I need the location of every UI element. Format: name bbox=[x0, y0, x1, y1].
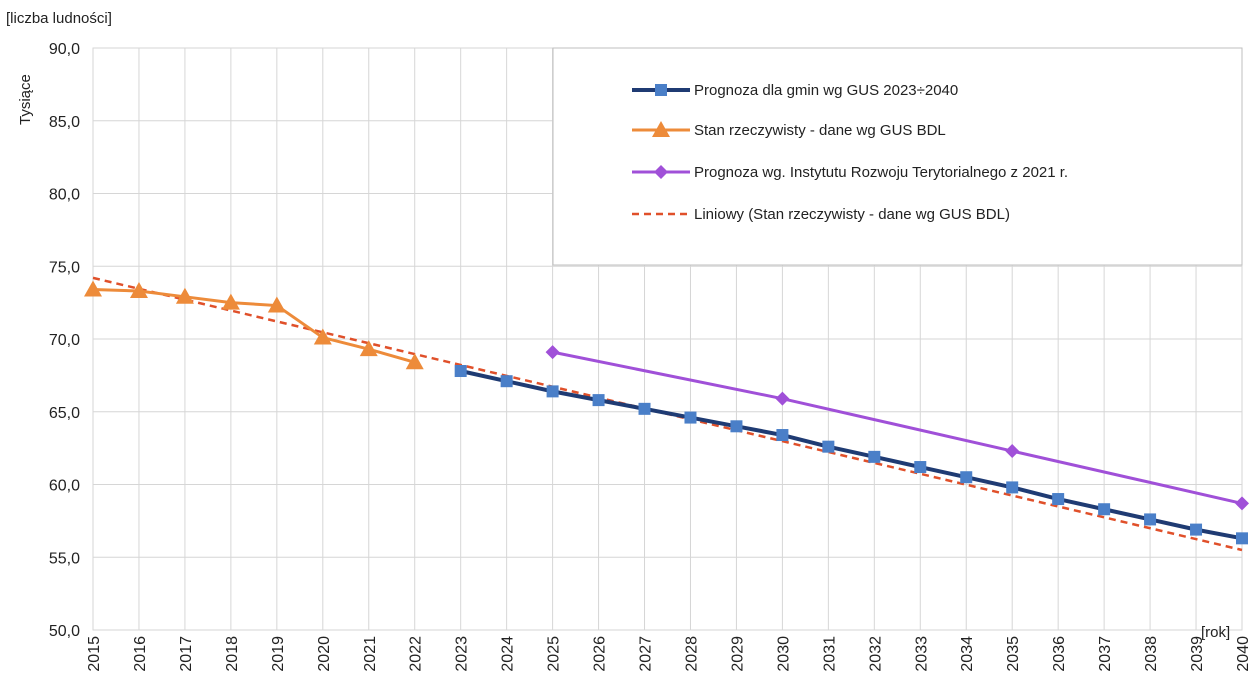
x-tick-label: 2038 bbox=[1143, 636, 1160, 672]
data-point bbox=[454, 365, 467, 378]
data-point bbox=[822, 440, 835, 453]
series-line bbox=[552, 350, 1243, 505]
x-tick-label: 2034 bbox=[959, 636, 976, 672]
data-point bbox=[776, 429, 789, 442]
legend-label: Stan rzeczywisty - dane wg GUS BDL bbox=[694, 122, 946, 139]
x-tick-label: 2022 bbox=[408, 636, 425, 672]
data-point bbox=[546, 385, 559, 398]
x-tick-label: 2036 bbox=[1051, 636, 1068, 672]
legend-label: Prognoza dla gmin wg GUS 2023÷2040 bbox=[694, 82, 958, 99]
y-tick-label: 55,0 bbox=[49, 550, 80, 567]
x-tick-label: 2028 bbox=[683, 636, 700, 672]
y-tick-label: 75,0 bbox=[49, 259, 80, 276]
series-3 bbox=[545, 345, 1249, 511]
y-unit-label: [liczba ludności] bbox=[6, 10, 112, 27]
series-group bbox=[84, 276, 1249, 552]
data-point bbox=[655, 84, 667, 96]
data-point bbox=[175, 287, 194, 304]
data-point bbox=[313, 328, 332, 345]
x-tick-label: 2016 bbox=[132, 636, 149, 672]
x-tick-label: 2040 bbox=[1235, 636, 1252, 672]
data-point bbox=[684, 411, 697, 424]
data-point bbox=[775, 391, 790, 406]
y-tick-label: 80,0 bbox=[49, 187, 80, 204]
x-tick-label: 2015 bbox=[86, 636, 103, 672]
data-point bbox=[1098, 503, 1111, 516]
y-tick-label: 90,0 bbox=[49, 41, 80, 58]
data-point bbox=[638, 402, 651, 415]
series-2 bbox=[84, 280, 424, 370]
data-point bbox=[129, 281, 148, 298]
x-tick-label: 2037 bbox=[1097, 636, 1114, 672]
x-tick-label: 2027 bbox=[638, 636, 655, 672]
x-tick-labels: 2015 2016 2017 2018 2019 2020 2021 2022 2023 2024… bbox=[86, 636, 1252, 672]
x-tick-label: 2039 bbox=[1189, 636, 1206, 672]
data-point bbox=[960, 471, 973, 484]
y-tick-label: 70,0 bbox=[49, 332, 80, 349]
legend-label: Liniowy (Stan rzeczywisty - dane wg GUS … bbox=[694, 206, 1010, 223]
data-point bbox=[1190, 523, 1203, 536]
y-tick-labels: 50,0 55,0 60,0 65,0 70,0 75,0 80,0 85,0 90,0 bbox=[49, 41, 80, 640]
data-point bbox=[1236, 532, 1248, 545]
data-point bbox=[654, 165, 668, 179]
series-line bbox=[460, 369, 1243, 541]
data-point bbox=[914, 461, 927, 474]
y-tick-label: 60,0 bbox=[49, 478, 80, 495]
x-tick-label: 2019 bbox=[270, 636, 287, 672]
x-tick-label: 2017 bbox=[178, 636, 195, 672]
legend-label: Prognoza wg. Instytutu Rozwoju Terytoria… bbox=[694, 164, 1068, 181]
data-point bbox=[267, 296, 286, 313]
x-tick-label: 2031 bbox=[821, 636, 838, 672]
x-tick-label: 2021 bbox=[362, 636, 379, 672]
data-point bbox=[84, 280, 102, 297]
series-1 bbox=[454, 365, 1248, 545]
x-tick-label: 2026 bbox=[592, 636, 609, 672]
data-point bbox=[1006, 481, 1019, 494]
y-axis-title: Tysiące bbox=[17, 74, 34, 125]
x-tick-label: 2024 bbox=[500, 636, 517, 672]
data-point bbox=[868, 450, 881, 463]
x-tick-label: 2033 bbox=[913, 636, 930, 672]
legend-box bbox=[552, 47, 1243, 266]
x-tick-label: 2032 bbox=[867, 636, 884, 672]
y-tick-label: 50,0 bbox=[49, 623, 80, 640]
data-point bbox=[405, 353, 424, 370]
x-tick-label: 2020 bbox=[316, 636, 333, 672]
x-unit-label: [rok] bbox=[1201, 624, 1230, 641]
data-point bbox=[500, 375, 513, 388]
data-point bbox=[1235, 496, 1249, 511]
data-point bbox=[221, 293, 240, 310]
x-tick-label: 2018 bbox=[224, 636, 241, 672]
y-tick-label: 85,0 bbox=[49, 114, 80, 131]
data-point bbox=[359, 340, 378, 357]
x-tick-label: 2030 bbox=[775, 636, 792, 672]
y-tick-label: 65,0 bbox=[49, 405, 80, 422]
data-point bbox=[592, 394, 605, 407]
data-point bbox=[652, 121, 670, 137]
series-line bbox=[92, 288, 416, 364]
x-tick-label: 2023 bbox=[454, 636, 471, 672]
data-point bbox=[545, 345, 560, 360]
x-tick-label: 2025 bbox=[546, 636, 563, 672]
legend: Prognoza dla gmin wg GUS 2023÷2040 Stan r… bbox=[552, 47, 1243, 266]
x-tick-label: 2035 bbox=[1005, 636, 1022, 672]
data-point bbox=[730, 420, 743, 433]
x-tick-label: 2029 bbox=[729, 636, 746, 672]
data-point bbox=[1144, 513, 1157, 526]
data-point bbox=[1052, 493, 1065, 506]
data-point bbox=[1005, 444, 1020, 459]
